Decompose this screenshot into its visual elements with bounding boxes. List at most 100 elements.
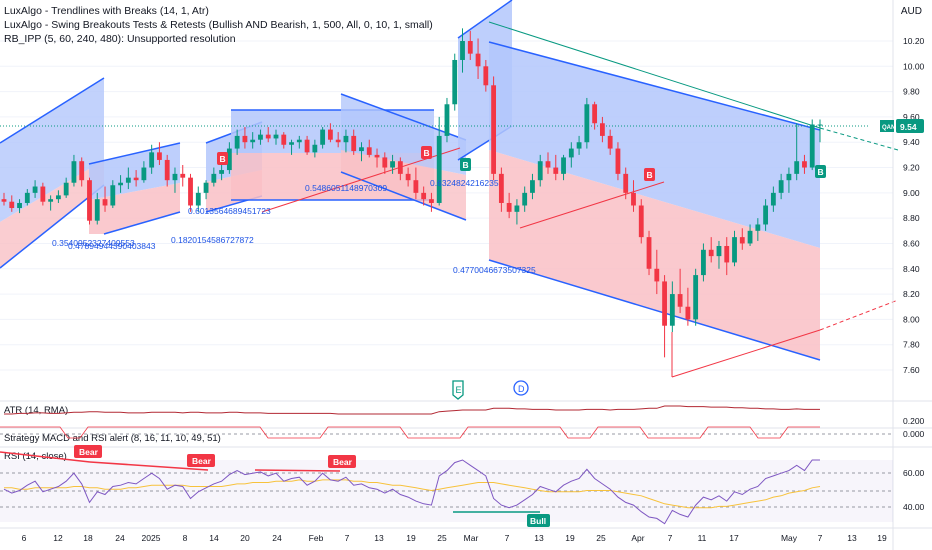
candle-body: [483, 66, 489, 86]
candle-body: [164, 159, 170, 181]
time-tick-label: 7: [345, 533, 350, 543]
time-tick-label: 7: [668, 533, 673, 543]
time-tick-label: 2025: [142, 533, 161, 543]
trendline-red-dashed: [819, 299, 899, 331]
candle-body: [125, 177, 131, 183]
candle-body: [71, 161, 77, 183]
breakout-markers[interactable]: B B B B B: [217, 146, 826, 181]
candle-body: [530, 180, 535, 193]
candle-body: [568, 148, 574, 158]
channel-fill-red: [341, 150, 466, 220]
candlestick-series: [1, 28, 823, 358]
trendline-channels: [0, 0, 899, 378]
time-tick-label: 6: [22, 533, 27, 543]
legend-trendlines[interactable]: LuxAlgo - Trendlines with Breaks (14, 1,…: [4, 5, 209, 17]
rsi-series-line: [3, 459, 820, 525]
bear-label[interactable]: Bear: [74, 445, 102, 458]
candle-body: [133, 177, 139, 181]
candle-body: [382, 157, 388, 168]
candle-body: [506, 202, 512, 212]
candle-body: [405, 173, 411, 181]
bull-label[interactable]: Bull: [527, 514, 550, 527]
trendline-green: [488, 21, 821, 129]
candle-body: [739, 237, 745, 244]
candle-body: [436, 135, 442, 203]
candle-body: [265, 134, 271, 139]
time-tick-label: 24: [272, 533, 282, 543]
channel-line: [0, 77, 105, 144]
candle-body: [320, 129, 326, 145]
price-tick-label: 8.60: [903, 238, 920, 248]
candle-body: [460, 41, 465, 60]
candle-body: [9, 201, 15, 209]
candle-body: [172, 173, 178, 181]
svg-text:B: B: [463, 160, 469, 170]
legend-rb-ipp[interactable]: RB_IPP (5, 60, 240, 480): Unsupported re…: [4, 33, 236, 45]
channel-line: [488, 259, 821, 361]
candle-body: [413, 180, 419, 193]
candle-body: [17, 202, 22, 209]
time-tick-label: May: [781, 533, 798, 543]
legend-swing-breakouts[interactable]: LuxAlgo - Swing Breakouts Tests & Retest…: [4, 19, 433, 31]
candle-body: [1, 199, 7, 202]
svg-text:Bull: Bull: [530, 516, 546, 526]
candle-body: [281, 134, 287, 145]
candle-body: [211, 173, 217, 183]
macd-signal-line: [0, 426, 820, 439]
trendline-red: [671, 329, 821, 378]
candle-body: [444, 104, 450, 136]
channel-line: [457, 0, 513, 39]
candle-body: [732, 237, 737, 263]
price-axis[interactable]: 10.20 10.00 9.80 9.60 9.40 9.20 9.00 8.80 8.60 8.…: [903, 36, 925, 375]
svg-text:Bear: Bear: [333, 457, 353, 467]
earnings-marker[interactable]: E: [452, 380, 464, 400]
channel-fill-red: [0, 160, 104, 268]
candle-body: [553, 167, 559, 174]
channel-fill-blue: [489, 42, 820, 248]
candle-body: [63, 182, 69, 196]
candle-body: [708, 249, 714, 257]
time-axis[interactable]: 6 12 18 24 2025 8 14 20 24 Feb 7 13 19 25 Mar 7 13 19 25 Ap…: [22, 533, 887, 543]
candle-body: [724, 245, 730, 263]
price-tick-label: 8.80: [903, 213, 920, 223]
price-tick-label: 9.20: [903, 163, 920, 173]
macd-pane-title: Strategy MACD and RSI alert (8, 16, 11, …: [4, 433, 221, 444]
candle-body: [79, 161, 85, 181]
candle-body: [258, 134, 263, 140]
bear-label[interactable]: Bear: [187, 454, 215, 467]
candle-body: [351, 135, 357, 152]
dividend-marker[interactable]: D: [513, 380, 529, 396]
atr-pane-title: ATR (14, RMA): [4, 405, 68, 416]
indicator-legend[interactable]: LuxAlgo - Trendlines with Breaks (14, 1,…: [4, 4, 433, 46]
candle-body: [203, 182, 209, 193]
candle-body: [802, 161, 807, 168]
candle-body: [327, 129, 333, 140]
svg-text:B: B: [424, 148, 430, 158]
candle-body: [576, 142, 582, 149]
candle-body: [390, 161, 395, 168]
bear-label[interactable]: Bear: [328, 455, 356, 468]
candle-body: [662, 281, 667, 326]
candle-body: [514, 205, 520, 212]
rsi-tick: 40.00: [903, 502, 925, 512]
atr-series-line: [4, 405, 820, 415]
time-tick-label: 20: [240, 533, 250, 543]
rsi-divergence-bear: [0, 451, 91, 463]
rsi-ma-line: [4, 479, 821, 509]
fib-label: 0.4770046673507325: [453, 265, 536, 275]
candle-body: [250, 139, 256, 143]
candle-body: [296, 139, 302, 143]
channel-fill-red: [489, 150, 820, 360]
candle-body: [359, 147, 364, 152]
breakout-b-marker-bearish: B: [217, 152, 228, 165]
fib-label: 0.1820154586727872: [171, 235, 254, 245]
channel-line: [488, 41, 821, 131]
candle-body: [561, 157, 566, 174]
time-tick-label: 19: [877, 533, 887, 543]
candle-body: [747, 230, 753, 244]
candle-body: [794, 161, 800, 174]
time-tick-label: Apr: [631, 533, 644, 543]
time-tick-label: 17: [729, 533, 739, 543]
breakout-b-marker-bearish: B: [644, 168, 655, 181]
